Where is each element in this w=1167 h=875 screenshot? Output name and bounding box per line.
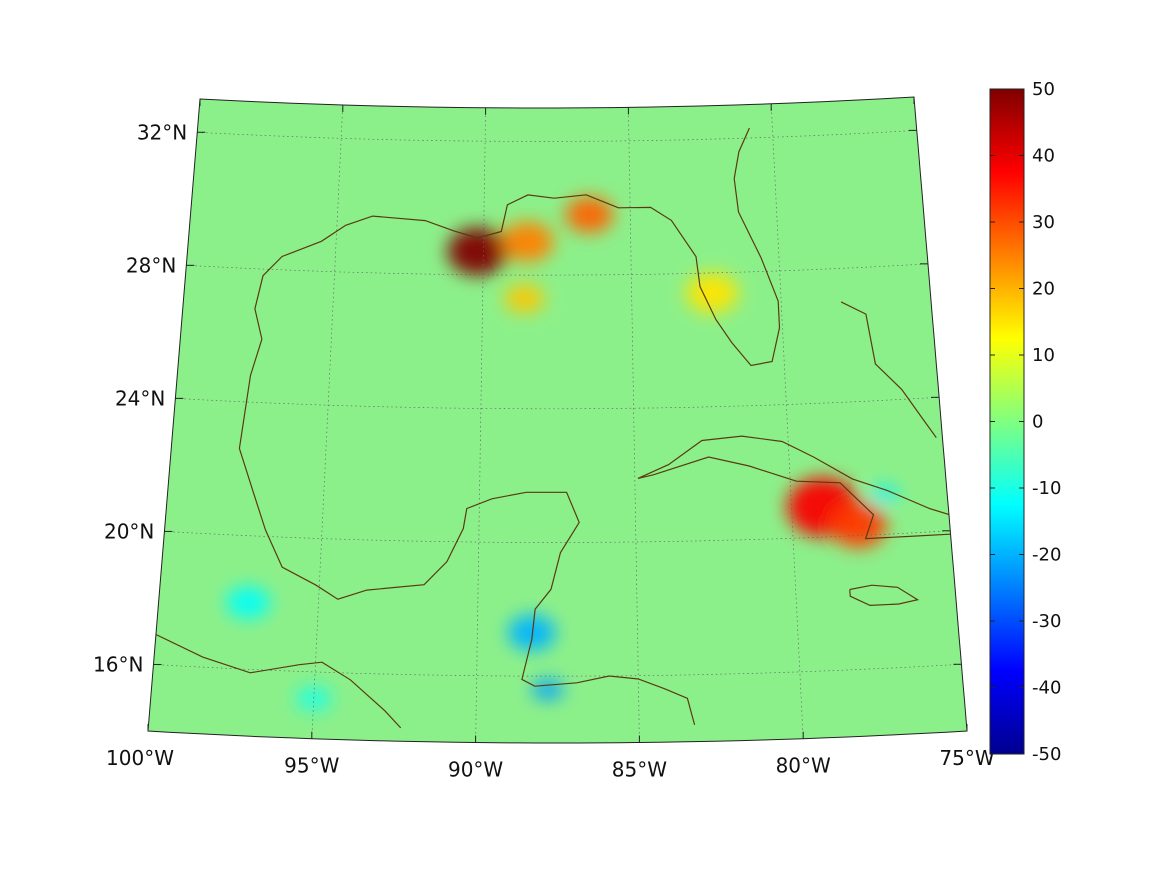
colorbar-tick-label: -50 — [1032, 744, 1061, 765]
parallel-gridline — [175, 396, 940, 410]
colorbar-gradient — [989, 88, 1025, 755]
anomaly-blob — [501, 221, 554, 262]
colorbar-tick-label: -30 — [1032, 611, 1061, 632]
lon-tick-label: 95°W — [284, 754, 339, 778]
lon-tick-marks — [147, 97, 968, 743]
map-field — [148, 97, 967, 743]
anomaly-blob — [447, 227, 508, 276]
lat-tick-label: 20°N — [104, 519, 154, 543]
colorbar-tick-label: 50 — [1032, 79, 1055, 100]
colorbar-tick-label: 10 — [1032, 345, 1055, 366]
anomaly-blob — [295, 686, 332, 711]
coastline-path — [238, 339, 696, 726]
lon-tick-label: 90°W — [448, 758, 503, 782]
anomaly-blob — [226, 586, 271, 619]
anomaly-blob — [507, 614, 556, 651]
lat-tick-label: 16°N — [93, 652, 143, 676]
colorbar-tick-label: -40 — [1032, 678, 1061, 699]
colorbar-tick-label: 20 — [1032, 279, 1055, 300]
parallel-gridline — [197, 130, 917, 142]
colorbar-tick-label: 0 — [1032, 412, 1043, 433]
anomaly-blob — [830, 503, 887, 548]
anomaly-blob — [504, 284, 545, 313]
coastline-path — [254, 127, 781, 367]
colorbar-tick-label: 40 — [1032, 146, 1055, 167]
map-area: 100°W 95°W 90°W 85°W 80°W 75°W 32°N 28°N 24°N 20… — [93, 96, 995, 782]
anomaly-blob — [531, 679, 564, 700]
anomaly-blob — [565, 196, 614, 233]
colorbar-tick-label: 30 — [1032, 212, 1055, 233]
coastline-path — [849, 584, 920, 607]
lat-tick-labels: 32°N 28°N 24°N 20°N 16°N — [93, 120, 187, 676]
lon-tick-labels: 100°W 95°W 90°W 85°W 80°W 75°W — [106, 746, 995, 782]
colorbar: 50 40 30 20 10 0 -10 -20 -30 -40 -50 — [989, 79, 1061, 765]
anomaly-blob — [870, 486, 899, 503]
lat-tick-label: 32°N — [137, 120, 187, 144]
colorbar-tick-label: -10 — [1032, 478, 1061, 499]
lat-tick-label: 24°N — [115, 386, 165, 410]
coastline-path — [155, 633, 402, 729]
coastline-path — [840, 301, 937, 439]
lon-tick-label: 80°W — [776, 754, 831, 778]
graticule — [153, 103, 962, 743]
anomaly-layer — [226, 196, 899, 711]
colorbar-ticks: 50 40 30 20 10 0 -10 -20 -30 -40 -50 — [990, 79, 1061, 765]
lon-tick-label: 75°W — [939, 746, 994, 770]
lat-tick-marks — [153, 129, 962, 665]
anomaly-blob — [686, 273, 739, 314]
parallel-gridline — [164, 530, 951, 543]
lon-tick-label: 85°W — [612, 758, 667, 782]
lon-tick-label: 100°W — [106, 746, 174, 770]
lat-tick-label: 28°N — [126, 253, 176, 277]
colorbar-tick-label: -20 — [1032, 545, 1061, 566]
